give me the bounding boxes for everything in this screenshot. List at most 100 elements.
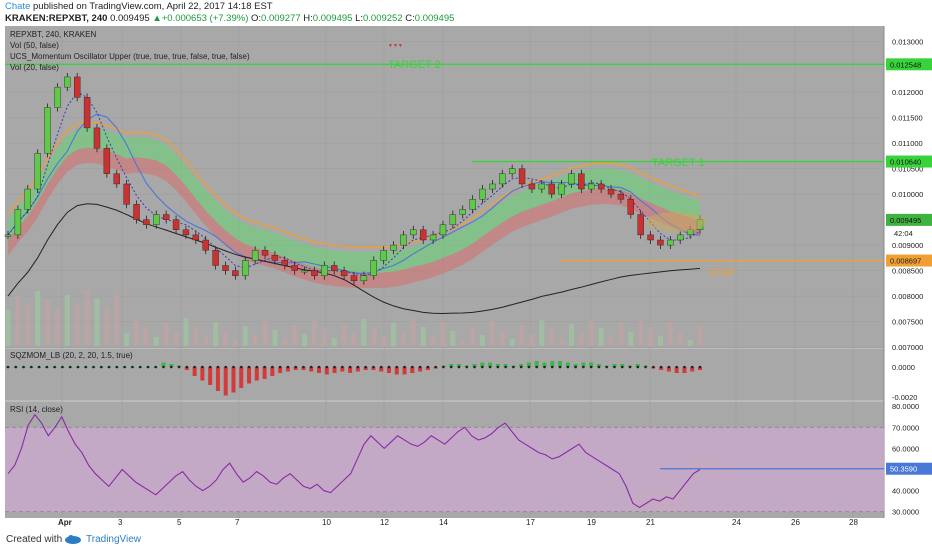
- author-link[interactable]: Chate: [5, 1, 30, 12]
- squeeze-dot: [147, 366, 150, 369]
- open-value: 0.009277: [261, 13, 301, 24]
- x-tick-label: 19: [587, 518, 596, 527]
- squeeze-dot: [186, 366, 189, 369]
- squeeze-dot: [535, 366, 538, 369]
- candle-body: [311, 271, 317, 276]
- momentum-bar: [208, 367, 212, 385]
- candle-body: [440, 225, 446, 235]
- candle-body: [213, 250, 219, 265]
- candle-body: [153, 215, 159, 225]
- price-marker-label: 0.009495: [890, 216, 921, 225]
- squeeze-dot: [411, 366, 414, 369]
- candle-body: [598, 184, 604, 189]
- squeeze-legend: SQZMOM_LB (20, 2, 20, 1.5, true): [10, 351, 133, 360]
- volume-bar: [510, 339, 515, 346]
- rsi-marker-label: 50.3590: [890, 465, 917, 474]
- squeeze-dot: [372, 366, 375, 369]
- y-tick-label: 0.010000: [892, 190, 923, 199]
- volume-bar: [282, 339, 287, 346]
- price-marker-label: 0.012548: [890, 60, 921, 69]
- low-label: L:: [355, 13, 363, 24]
- candle-body: [292, 265, 298, 270]
- squeeze-dot: [465, 366, 468, 369]
- squeeze-tick-label: -0.0020: [892, 393, 917, 402]
- volume-bar: [539, 320, 544, 346]
- candle-body: [104, 148, 110, 173]
- squeeze-dot: [69, 366, 72, 369]
- x-tick-label: 17: [526, 518, 535, 527]
- candle-body: [361, 276, 367, 281]
- x-tick-label: 5: [177, 518, 182, 527]
- squeeze-dot: [318, 366, 321, 369]
- candle-body: [45, 108, 51, 154]
- y-tick-label: 0.013000: [892, 37, 923, 46]
- squeeze-dot: [559, 366, 562, 369]
- volume-bar: [648, 327, 653, 346]
- squeeze-pane-background: [5, 349, 884, 400]
- highlight-ellipse: [646, 212, 706, 232]
- candle-body: [5, 235, 11, 237]
- volume-bar: [85, 290, 90, 346]
- squeeze-dot: [605, 366, 608, 369]
- candle-body: [470, 199, 476, 209]
- squeeze-dot: [248, 366, 251, 369]
- candle-body: [410, 230, 416, 235]
- candle-body: [25, 189, 31, 209]
- candle-body: [559, 184, 565, 194]
- y-tick-label: 0.007500: [892, 318, 923, 327]
- volume-bar: [361, 319, 366, 346]
- momentum-bar: [224, 367, 228, 396]
- candle-body: [203, 240, 209, 250]
- volume-bar: [332, 338, 337, 346]
- chart-canvas[interactable]: Apr 3 5 7 10 12 14 17 19 21 24 26 28 0.013000 0.012000…: [0, 24, 932, 528]
- candle-body: [480, 189, 486, 199]
- squeeze-dot: [380, 366, 383, 369]
- volume-bar: [381, 337, 386, 346]
- candle-body: [460, 209, 466, 214]
- up-triangle-icon: ▲: [152, 13, 161, 24]
- squeeze-dot: [427, 366, 430, 369]
- y-tick-label: 0.011000: [892, 139, 923, 148]
- target-1-label: TARGET 1: [652, 157, 705, 169]
- candle-body: [143, 220, 149, 225]
- candle-body: [648, 235, 654, 240]
- candle-body: [262, 250, 268, 255]
- candle-body: [489, 184, 495, 189]
- tradingview-brand-link[interactable]: TradingView: [86, 534, 141, 545]
- main-pane-background: [5, 26, 884, 347]
- candle-body: [35, 153, 41, 189]
- squeeze-dot: [567, 366, 570, 369]
- candle-body: [529, 184, 535, 189]
- squeeze-dot: [528, 366, 531, 369]
- momentum-bar: [216, 367, 220, 391]
- squeeze-dot: [442, 366, 445, 369]
- footer: Created with TradingView: [0, 528, 932, 550]
- candle-body: [430, 235, 436, 240]
- candle-body: [420, 230, 426, 240]
- candle-body: [163, 215, 169, 220]
- volume-bar: [450, 331, 455, 346]
- squeeze-dot: [434, 366, 437, 369]
- candle-body: [400, 235, 406, 245]
- volume-bar: [549, 329, 554, 346]
- volume-bar: [114, 294, 119, 346]
- y-tick-label: 0.008000: [892, 292, 923, 301]
- squeeze-dot: [357, 366, 360, 369]
- volume-bar: [520, 325, 525, 346]
- candle-body: [509, 169, 515, 174]
- squeeze-dot: [224, 366, 227, 369]
- rsi-tick-label: 30.0000: [892, 508, 919, 517]
- volume-bar: [678, 331, 683, 346]
- price-change: +0.000653 (+7.39%): [162, 13, 249, 24]
- squeeze-dot: [287, 366, 290, 369]
- squeeze-dot: [271, 366, 274, 369]
- candle-body: [371, 260, 377, 275]
- publish-text: published on TradingView.com, April 22, …: [33, 1, 273, 12]
- squeeze-dot: [217, 366, 220, 369]
- candle-body: [351, 276, 357, 281]
- volume-bar: [65, 295, 70, 346]
- volume-bar: [15, 296, 20, 346]
- volume-bar: [391, 323, 396, 346]
- main-legend-ucs: UCS_Momentum Oscillator Upper (true, tru…: [10, 52, 250, 61]
- squeeze-dot: [644, 366, 647, 369]
